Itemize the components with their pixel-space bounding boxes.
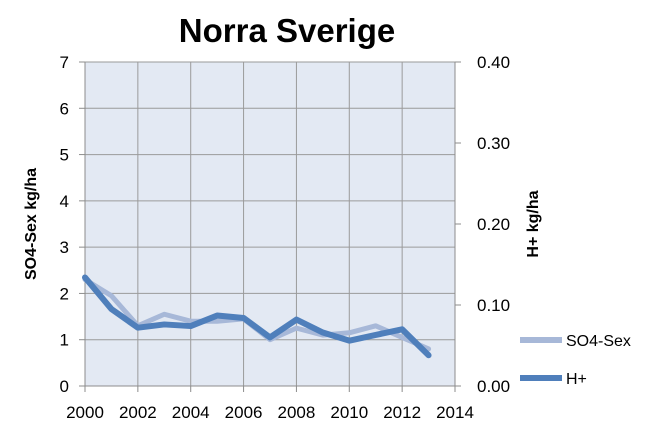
y2-tick-label: 0.20 <box>477 215 510 234</box>
y-tick-label: 6 <box>60 99 69 118</box>
x-tick-label: 2002 <box>119 403 157 422</box>
y-tick-label: 7 <box>60 53 69 72</box>
data-point <box>374 333 377 336</box>
right-axis-ticks: 0.00 0.10 0.20 0.30 0.40 <box>477 53 510 396</box>
data-point <box>295 318 298 321</box>
series-layer <box>82 274 432 359</box>
y-tick-label: 5 <box>60 146 69 165</box>
series-line-h-plus <box>82 274 432 359</box>
data-point <box>374 324 377 327</box>
axes <box>79 61 461 392</box>
data-point <box>269 336 272 339</box>
data-point <box>136 326 139 329</box>
x-axis-ticks: 2000 2002 2004 2006 2008 2010 2012 2014 <box>66 403 474 422</box>
legend-label-h-plus: H+ <box>566 371 587 388</box>
y-tick-label: 4 <box>60 192 69 211</box>
data-point <box>216 320 219 323</box>
right-axis-label: H+ kg/ha <box>525 190 542 257</box>
data-point <box>163 313 166 316</box>
x-tick-label: 2000 <box>66 403 104 422</box>
data-point <box>242 316 245 319</box>
x-tick-label: 2006 <box>225 403 263 422</box>
data-point <box>110 294 113 297</box>
y2-tick-label: 0.30 <box>477 134 510 153</box>
x-tick-label: 2010 <box>330 403 368 422</box>
data-point <box>401 328 404 331</box>
data-point <box>110 308 113 311</box>
x-tick-label: 2008 <box>278 403 316 422</box>
y2-tick-label: 0.40 <box>477 53 510 72</box>
x-tick-label: 2004 <box>172 403 210 422</box>
data-point <box>163 323 166 326</box>
data-point <box>189 320 192 323</box>
y2-tick-label: 0.00 <box>477 377 510 396</box>
x-tick-label: 2014 <box>436 403 474 422</box>
data-point <box>189 325 192 328</box>
y-tick-label: 3 <box>60 238 69 257</box>
data-point <box>295 327 298 330</box>
chart-title: Norra Sverige <box>179 12 395 49</box>
legend-label-so4-sex: SO4-Sex <box>566 333 631 350</box>
data-point <box>401 336 404 339</box>
x-tick-label: 2012 <box>383 403 421 422</box>
y2-tick-label: 0.10 <box>477 296 510 315</box>
data-point <box>348 339 351 342</box>
data-point <box>84 276 87 279</box>
left-axis-ticks: 0 1 2 3 4 5 6 7 <box>60 53 69 396</box>
data-point <box>321 331 324 334</box>
legend: SO4-Sex H+ <box>520 333 631 388</box>
left-axis-label: SO4-Sex kg/ha <box>23 168 40 280</box>
data-point <box>216 314 219 317</box>
y-tick-label: 0 <box>60 377 69 396</box>
data-point <box>427 354 430 357</box>
y-tick-label: 1 <box>60 331 69 350</box>
y-tick-label: 2 <box>60 284 69 303</box>
data-point <box>348 331 351 334</box>
